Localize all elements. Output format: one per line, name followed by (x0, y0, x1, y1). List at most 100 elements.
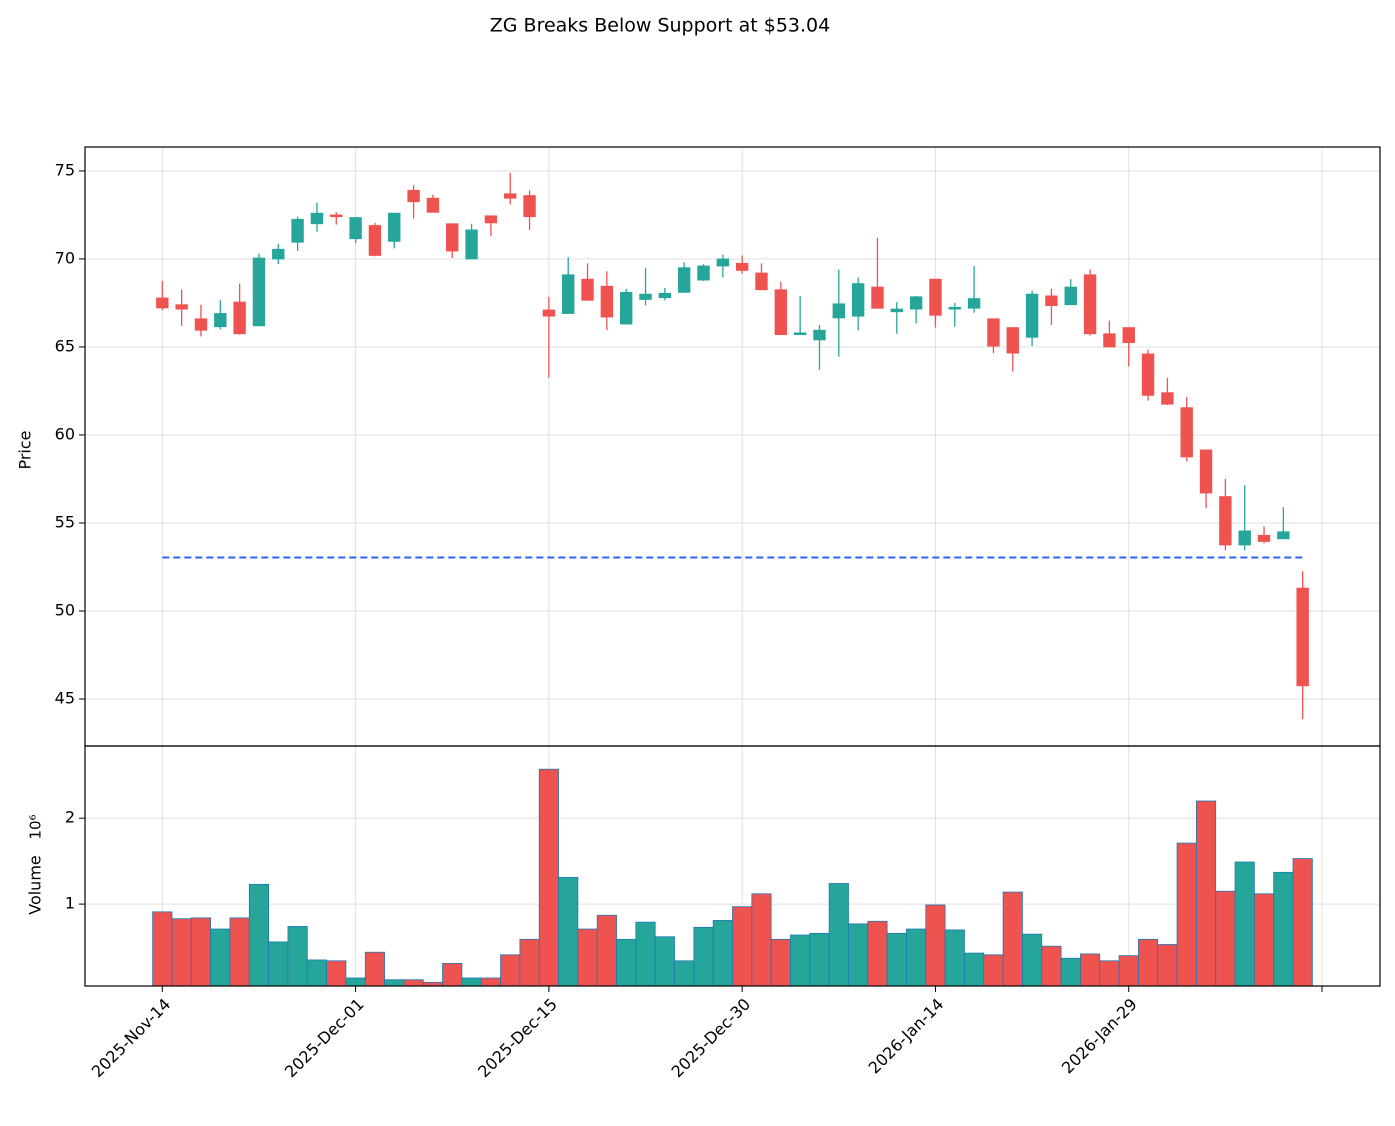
volume-bar (384, 979, 405, 987)
y-tick-label: 45 (55, 689, 75, 708)
volume-bar (848, 923, 869, 987)
volume-bar (1157, 944, 1178, 987)
candle-body (658, 292, 672, 299)
volume-bar (326, 960, 347, 987)
candle-body (484, 215, 498, 224)
y-tick-label: 55 (55, 512, 75, 531)
volume-bar (171, 918, 192, 987)
volume-bar (442, 963, 463, 987)
candle-body (233, 301, 246, 335)
candle-body (755, 272, 768, 291)
volume-bar (712, 920, 733, 987)
candle-body (426, 197, 440, 213)
volume-bar (558, 877, 579, 987)
plot-layer: 2025-Nov-14 2025-Dec-01 2025-Dec-15 2025-De… (55, 147, 1380, 1081)
candle-body (194, 318, 208, 331)
candle-body (1238, 530, 1251, 546)
volume-bar (693, 926, 714, 987)
volume-bar (886, 932, 907, 987)
candle-body (214, 313, 227, 328)
y-tick-label: 65 (55, 336, 75, 355)
volume-bar (190, 917, 212, 987)
volume-bar (596, 914, 617, 987)
volume-bar (964, 952, 985, 987)
candle-body (1103, 333, 1116, 348)
volume-bar (1060, 957, 1081, 987)
candle-body (851, 283, 865, 317)
volume-bar (1292, 858, 1313, 987)
volume-scale-label: 10⁶ (27, 814, 45, 839)
candle-body (291, 218, 304, 243)
chart-title: ZG Breaks Below Support at $53.04 (490, 15, 830, 37)
candle-body (774, 289, 788, 336)
volume-bar (152, 911, 173, 987)
candle-body (1006, 327, 1019, 354)
candle-body (581, 278, 594, 301)
volume-bar (732, 906, 753, 987)
volume-axis-label: Volume (26, 855, 45, 915)
volume-bar (983, 954, 1004, 987)
candle-body (272, 248, 285, 260)
candle-body (523, 195, 536, 218)
candle-body (1219, 496, 1232, 546)
volume-bar (345, 977, 366, 987)
candle-body (1296, 587, 1309, 687)
x-tick-label: 2025-Dec-01 (281, 995, 368, 1082)
volume-bar (1137, 938, 1159, 987)
volume-bar (1215, 890, 1236, 987)
volume-bar (1002, 891, 1023, 987)
y-tick-label: 60 (55, 424, 75, 443)
volume-bar (480, 977, 501, 987)
x-tick-label: 2025-Dec-30 (667, 995, 754, 1082)
candle-body (349, 217, 362, 240)
x-tick-label: 2025-Nov-14 (88, 995, 175, 1082)
volume-bar (306, 959, 328, 987)
candle-body (813, 329, 826, 341)
candle-body (310, 212, 324, 225)
volume-bar (1234, 861, 1255, 987)
volume-bar (268, 941, 289, 987)
volume-bar (790, 934, 811, 987)
candle-body (677, 267, 691, 293)
candle-body (1025, 293, 1039, 338)
volume-tick-label: 1 (65, 894, 75, 913)
candle-body (832, 303, 846, 319)
volume-bar (500, 954, 521, 987)
volume-bar (944, 929, 965, 987)
candle-body (562, 274, 575, 314)
volume-bar (461, 977, 482, 987)
candle-body (368, 225, 382, 256)
volume-bar (538, 768, 559, 987)
candle-body (929, 278, 942, 316)
volume-tick-label: 2 (65, 808, 75, 827)
volume-frame (84, 745, 1381, 987)
candle-body (890, 308, 903, 313)
candle-body (1161, 392, 1174, 405)
x-tick-label: 2025-Dec-15 (474, 995, 561, 1082)
candle-body (1064, 286, 1077, 306)
volume-bar (906, 928, 927, 987)
candle-body (1045, 295, 1058, 306)
candle-body (1257, 534, 1271, 542)
candle-body (407, 189, 420, 203)
candle-body (793, 332, 807, 336)
candle-body (639, 293, 652, 300)
volume-bar (229, 917, 250, 987)
volume-bar (1118, 955, 1139, 987)
y-tick-label: 70 (55, 248, 75, 267)
y-tick-label: 50 (55, 600, 75, 619)
candle-body (948, 306, 961, 310)
volume-bar (1022, 933, 1043, 987)
volume-bar (1176, 842, 1197, 987)
volume-bar (1273, 871, 1294, 987)
candle-body (1277, 531, 1290, 540)
volume-bar (364, 951, 385, 987)
volume-bar (1253, 893, 1275, 987)
candle-body (465, 229, 478, 260)
candle-body (504, 193, 517, 199)
volume-bar (654, 936, 675, 987)
candle-body (909, 296, 923, 310)
candle-body (252, 257, 266, 327)
volume-bar (925, 904, 946, 987)
